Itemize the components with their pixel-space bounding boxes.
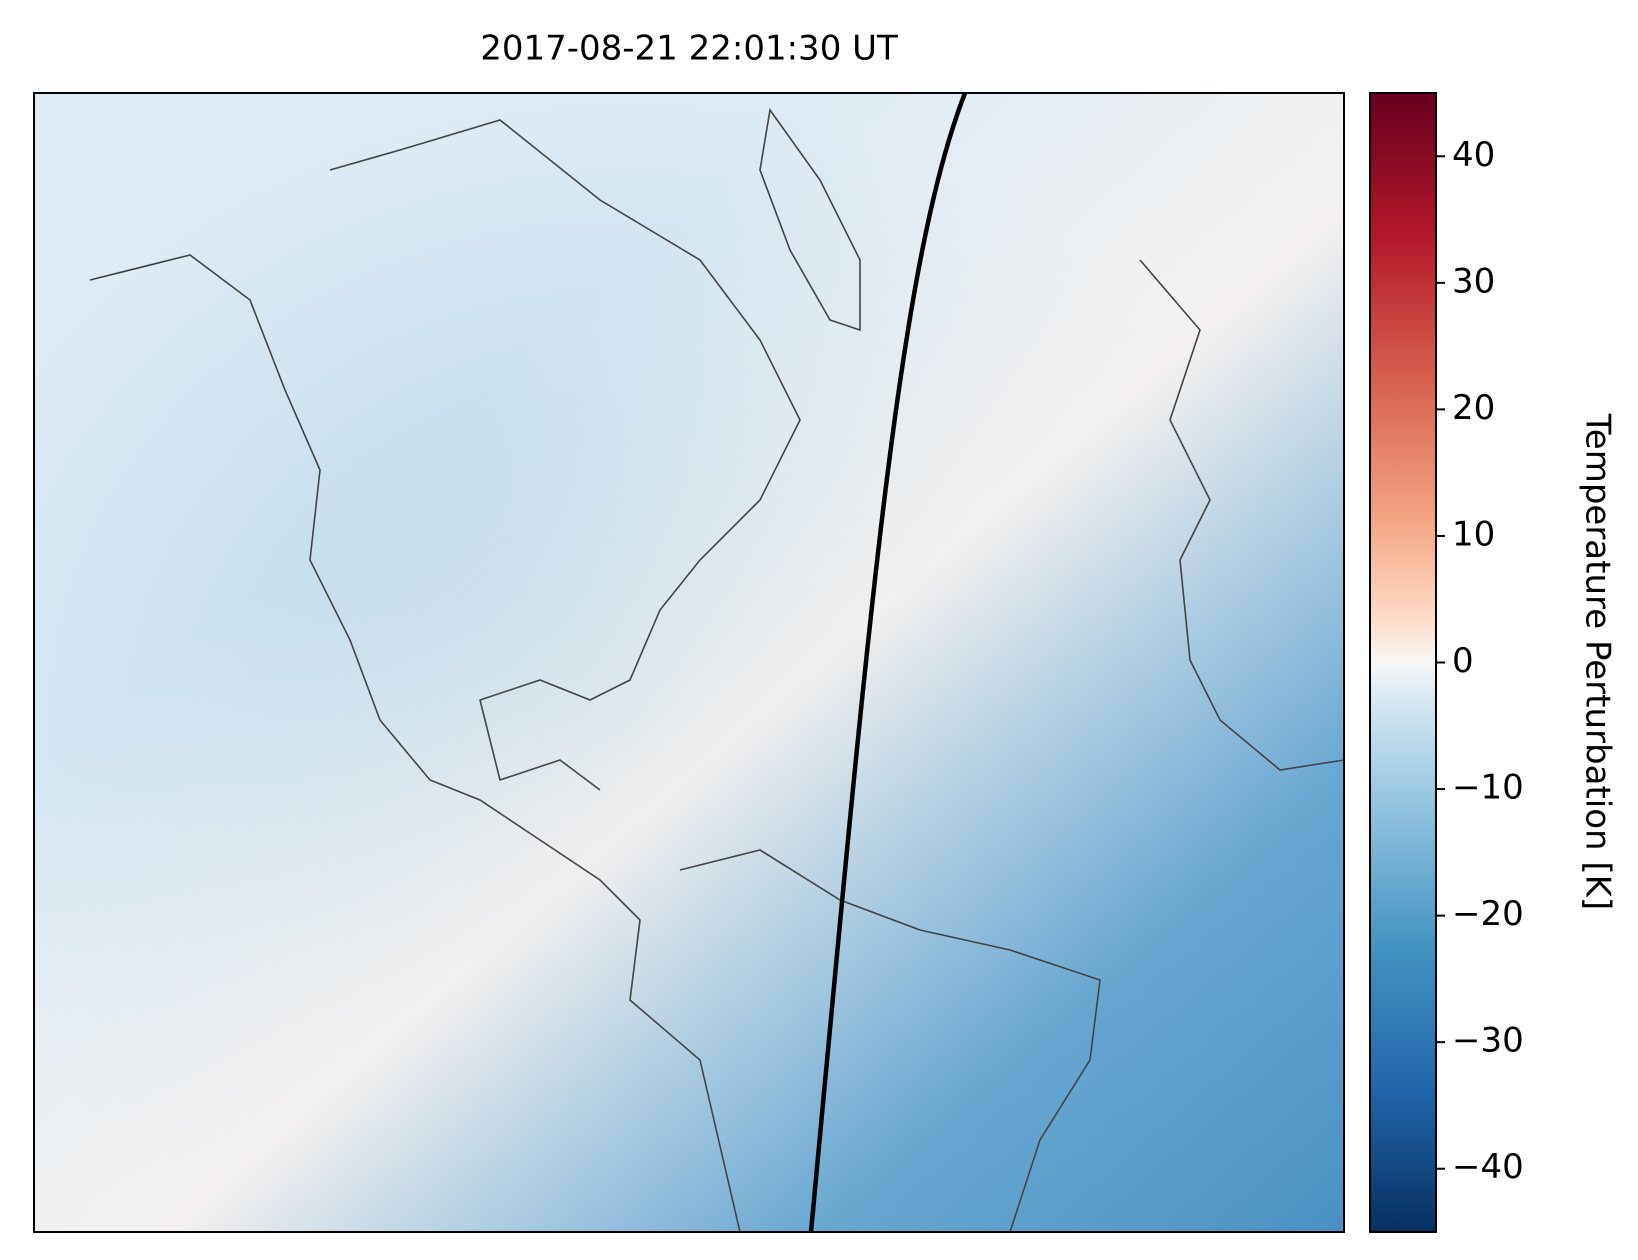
colorbar-tick-label: 20: [1452, 388, 1495, 428]
colorbar: [1369, 92, 1437, 1233]
perturbation-field: [34, 93, 1344, 1232]
coastline: [329, 119, 801, 791]
colorbar-tick-label: 30: [1452, 261, 1495, 301]
colorbar-label: Temperature Perturbation [K]: [1578, 413, 1618, 910]
coastline: [1139, 259, 1344, 771]
colorbar-tick-label: 40: [1452, 135, 1495, 175]
colorbar-tick-label: −10: [1452, 768, 1524, 808]
coastline: [759, 107, 861, 332]
colorbar-tick-label: −20: [1452, 894, 1524, 934]
chart-title: 2017-08-21 22:01:30 UT: [480, 29, 898, 69]
map: [34, 93, 1344, 1232]
map-frame: [33, 92, 1345, 1233]
colorbar-tick-label: −40: [1452, 1147, 1524, 1187]
colorbar-tick-label: −30: [1452, 1021, 1524, 1061]
colorbar-tick-label: 0: [1452, 641, 1474, 681]
colorbar-tick-label: 10: [1452, 514, 1495, 554]
coastline: [89, 254, 741, 1232]
coastline: [679, 849, 1101, 1232]
terminator-line: [808, 93, 968, 1232]
